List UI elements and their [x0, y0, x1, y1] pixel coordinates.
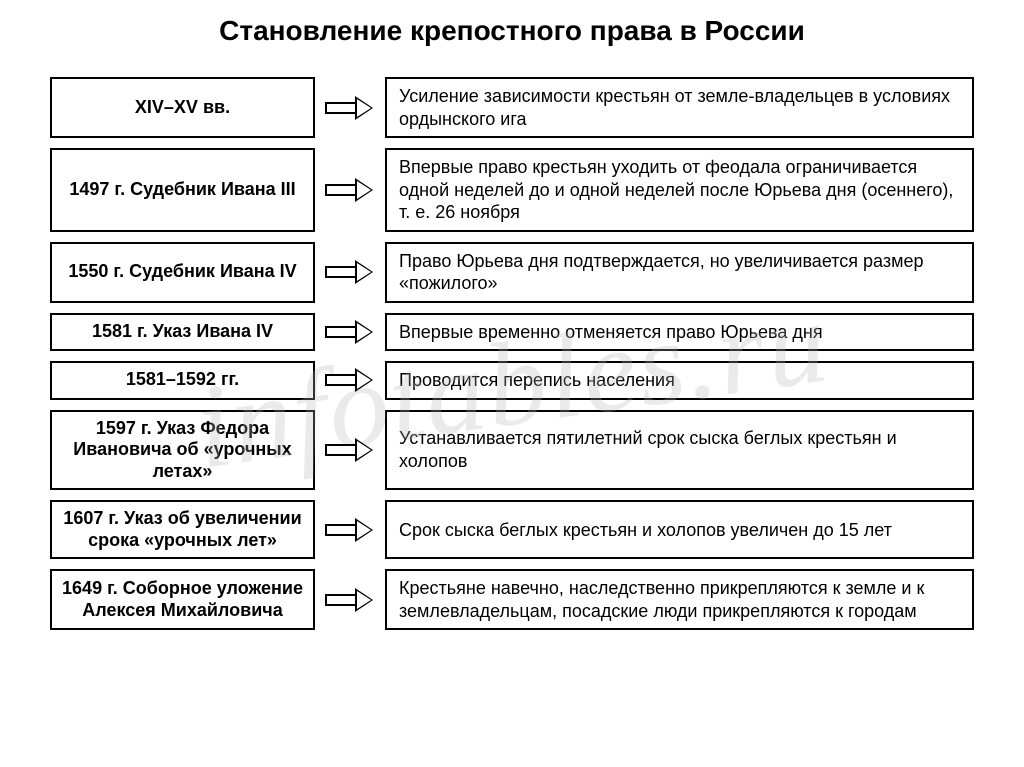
diagram-row: 1497 г. Судебник Ивана III Впервые право… — [50, 148, 974, 232]
arrow-icon — [315, 77, 385, 138]
diagram-row: 1597 г. Указ Федора Ивановича об «урочны… — [50, 410, 974, 491]
period-box: 1597 г. Указ Федора Ивановича об «урочны… — [50, 410, 315, 491]
description-box: Срок сыска беглых крестьян и холопов уве… — [385, 500, 974, 559]
period-box: 1550 г. Судебник Ивана IV — [50, 242, 315, 303]
description-box: Усиление зависимости крестьян от земле-в… — [385, 77, 974, 138]
description-box: Впервые право крестьян уходить от феодал… — [385, 148, 974, 232]
description-box: Крестьяне навечно, наследственно прикреп… — [385, 569, 974, 630]
period-box: 1649 г. Соборное уложение Алексея Михайл… — [50, 569, 315, 630]
page-title: Становление крепостного права в России — [50, 15, 974, 47]
arrow-icon — [315, 242, 385, 303]
diagram-row: XIV–XV вв. Усиление зависимости крестьян… — [50, 77, 974, 138]
period-box: XIV–XV вв. — [50, 77, 315, 138]
period-box: 1607 г. Указ об увеличении срока «урочны… — [50, 500, 315, 559]
arrow-icon — [315, 410, 385, 491]
arrow-icon — [315, 500, 385, 559]
diagram-row: 1581–1592 гг. Проводится перепись населе… — [50, 361, 974, 400]
period-box: 1581 г. Указ Ивана IV — [50, 313, 315, 352]
period-box: 1581–1592 гг. — [50, 361, 315, 400]
diagram-rows: XIV–XV вв. Усиление зависимости крестьян… — [50, 77, 974, 630]
description-box: Впервые временно отменяется право Юрьева… — [385, 313, 974, 352]
diagram-row: 1607 г. Указ об увеличении срока «урочны… — [50, 500, 974, 559]
arrow-icon — [315, 313, 385, 352]
arrow-icon — [315, 361, 385, 400]
diagram-row: 1649 г. Соборное уложение Алексея Михайл… — [50, 569, 974, 630]
period-box: 1497 г. Судебник Ивана III — [50, 148, 315, 232]
arrow-icon — [315, 569, 385, 630]
diagram-row: 1581 г. Указ Ивана IV Впервые временно о… — [50, 313, 974, 352]
diagram-row: 1550 г. Судебник Ивана IV Право Юрьева д… — [50, 242, 974, 303]
arrow-icon — [315, 148, 385, 232]
description-box: Устанавливается пятилетний срок сыска бе… — [385, 410, 974, 491]
description-box: Право Юрьева дня подтверждается, но увел… — [385, 242, 974, 303]
description-box: Проводится перепись населения — [385, 361, 974, 400]
